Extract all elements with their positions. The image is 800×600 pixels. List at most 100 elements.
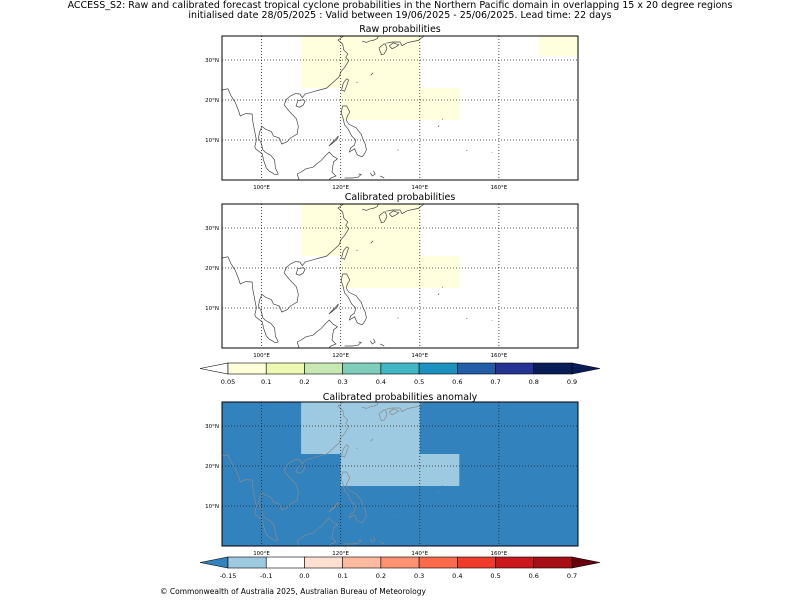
colorbar-under-arrow (199, 362, 229, 375)
coastline-5 (320, 151, 339, 180)
coastline-7 (344, 173, 362, 179)
lat-tick-label: 20°N (205, 98, 219, 104)
lon-tick-label: 100°E (253, 185, 270, 191)
lat-tick-label: 30°N (205, 226, 219, 232)
colorbar-tick-label: 0.1 (261, 378, 271, 386)
lon-tick-label: 140°E (411, 185, 428, 191)
probability-region-anomaly-1 (301, 430, 420, 454)
colorbar-segment (380, 362, 420, 375)
colorbar-segment (533, 362, 573, 375)
coastline-0 (222, 204, 350, 344)
colorbar-tick-label: -0.15 (220, 572, 237, 580)
coastline-6 (296, 160, 322, 180)
probability-region-calibrated-0 (301, 204, 341, 256)
lon-tick-label: 160°E (491, 185, 508, 191)
probability-region-raw-0 (301, 36, 341, 88)
coastline-3 (340, 471, 367, 524)
colorbar-over-arrow (571, 556, 601, 569)
lat-tick-label: 10°N (205, 504, 219, 510)
colorbar-tick-label: 0.5 (414, 378, 424, 386)
coastline-13 (370, 72, 374, 76)
colorbar-tick-label: 0.8 (529, 378, 539, 386)
colorbar-segment (418, 362, 458, 375)
coastline-10 (378, 409, 388, 422)
colorbar-segment (418, 556, 458, 569)
figure-title-line2: initialised date 28/05/2025 : Valid betw… (188, 10, 612, 21)
colorbar-segment (304, 556, 343, 569)
probability-region-raw-3 (538, 36, 578, 56)
probability-region-anomaly-0 (301, 402, 341, 430)
coastline-12 (386, 402, 425, 413)
lon-tick-label: 120°E (332, 353, 349, 359)
coastline-4 (328, 501, 339, 513)
colorbar-under-arrow (199, 556, 229, 569)
colorbar-segment (495, 556, 535, 569)
colorbar-tick-label: 0.1 (337, 572, 347, 580)
panel-title-raw: Raw probabilities (359, 24, 441, 35)
coastline-5 (320, 319, 339, 348)
coastline-3 (340, 273, 367, 326)
coastline-15 (437, 293, 440, 296)
coastline-13 (370, 438, 374, 442)
colorbar-tick-label: 0.2 (299, 378, 309, 386)
colorbar-tick-label: 0.7 (490, 378, 500, 386)
coastline-19 (466, 317, 468, 320)
colorbar-segment (265, 362, 305, 375)
figure-title-line1: ACCESS_S2: Raw and calibrated forecast t… (67, 0, 733, 11)
coastline-2 (341, 78, 350, 92)
coastline-11 (389, 408, 400, 416)
colorbar-tick-label: 0.5 (490, 572, 500, 580)
coastline-1 (295, 267, 306, 276)
map-frame (221, 203, 579, 349)
colorbar-tick-label: 0.7 (567, 572, 577, 580)
colorbar-tick-label: 0.4 (376, 378, 386, 386)
coastline-1 (295, 465, 306, 474)
colorbar-tick-label: 0.3 (414, 572, 424, 580)
coastline-21 (380, 541, 385, 545)
coastline-5 (320, 517, 339, 546)
colorbar-segment (227, 556, 267, 569)
colorbar-segment (227, 362, 267, 375)
coastline-10 (378, 43, 388, 56)
lon-tick-label: 160°E (491, 353, 508, 359)
coastline-9 (361, 402, 379, 409)
coastline-21 (380, 343, 385, 347)
lat-tick-label: 30°N (205, 58, 219, 64)
coastline-19 (466, 149, 468, 152)
coastline-17 (397, 317, 399, 319)
colorbar-segment (304, 362, 343, 375)
map-panel-anomaly: 10°N 20°N 30°N 100°E 120°E 140°E 160°E (205, 401, 579, 557)
lat-tick-label: 20°N (205, 266, 219, 272)
colorbar-tick-label: 0.2 (376, 572, 386, 580)
coastline-21 (380, 175, 385, 179)
lon-tick-label: 100°E (253, 551, 270, 557)
colorbar-probability: 0.05 0.1 0.2 0.3 0.4 0.5 0.6 0.7 0.8 0.9 (199, 362, 601, 386)
colorbar-over-arrow (571, 362, 601, 375)
coastline-12 (386, 204, 425, 215)
coastline-4 (328, 135, 339, 147)
coastline-8 (370, 170, 376, 177)
coastline-11 (389, 210, 400, 218)
colorbar-tick-label: 0.05 (221, 378, 235, 386)
lat-tick-label: 30°N (205, 424, 219, 430)
colorbar-tick-label: 0.6 (529, 572, 539, 580)
colorbar-segment (457, 362, 496, 375)
coastline-17 (397, 515, 399, 517)
coastline-9 (361, 36, 379, 43)
coastline-4 (328, 303, 339, 315)
map-panel-raw: 10°N 20°N 30°N 100°E 120°E 140°E 160°E (205, 35, 579, 191)
panel-title-calibrated: Calibrated probabilities (344, 192, 456, 203)
panel-title-anomaly: Calibrated probabilities anomaly (322, 392, 478, 403)
lon-tick-label: 120°E (332, 551, 349, 557)
colorbar-segment (495, 362, 535, 375)
lon-tick-label: 160°E (491, 551, 508, 557)
lon-tick-label: 140°E (411, 353, 428, 359)
lat-tick-label: 20°N (205, 464, 219, 470)
map-frame (221, 35, 579, 181)
coastline-8 (370, 536, 376, 543)
coastline-3 (340, 105, 367, 158)
colorbar-segment (533, 556, 573, 569)
probability-region-calibrated-2 (419, 256, 460, 288)
probability-region-calibrated-1 (340, 204, 420, 288)
coastline-2 (341, 246, 350, 260)
